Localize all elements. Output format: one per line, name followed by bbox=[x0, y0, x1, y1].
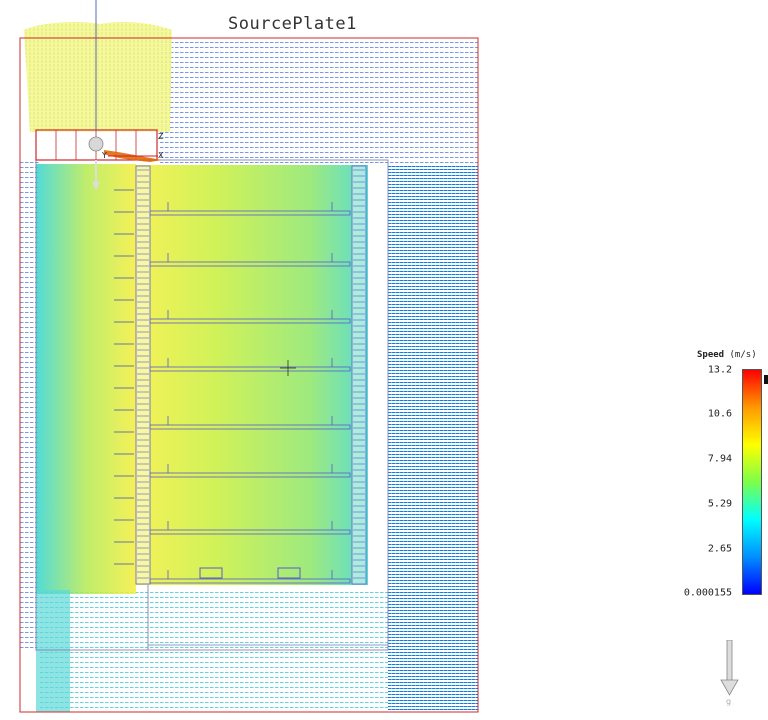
left-column-flow bbox=[36, 164, 136, 594]
svg-text:Z: Z bbox=[158, 132, 164, 141]
legend-quantity: Speed bbox=[697, 350, 725, 360]
upper-vector-field bbox=[160, 38, 478, 164]
grille-column bbox=[135, 165, 151, 585]
legend-tick-label: 2.65 bbox=[707, 543, 732, 555]
plate-title: SourcePlate1 bbox=[228, 14, 357, 34]
legend-range-marker[interactable] bbox=[764, 375, 768, 384]
fan-hub-icon bbox=[88, 136, 104, 152]
svg-text:X: X bbox=[158, 151, 164, 160]
bottom-exit-flow bbox=[36, 590, 70, 712]
legend-title: Speed (m/s) bbox=[697, 350, 757, 360]
left-edge-vector-field bbox=[20, 160, 40, 650]
gravity-label: g bbox=[726, 697, 732, 706]
grille-column bbox=[351, 165, 367, 585]
legend-tick-label: 13.2 bbox=[707, 364, 732, 376]
gravity-arrow-icon bbox=[720, 640, 739, 696]
svg-text:Y: Y bbox=[101, 151, 107, 160]
legend-tick-label: 0.000155 bbox=[683, 587, 732, 599]
legend-tick-label: 7.94 bbox=[707, 453, 732, 465]
component-b bbox=[277, 567, 301, 579]
lower-vector-field bbox=[40, 590, 388, 712]
component-a bbox=[199, 567, 223, 579]
cabinet-outline bbox=[19, 37, 479, 713]
legend-tick-label: 10.6 bbox=[707, 408, 732, 420]
grille-group bbox=[114, 165, 367, 585]
legend-color-bar[interactable] bbox=[742, 369, 762, 595]
inlet-plume bbox=[24, 22, 172, 132]
rack-flow bbox=[136, 165, 368, 585]
crosshair-cursor-icon bbox=[280, 360, 296, 376]
axis-triad-icon: Y Z X bbox=[101, 132, 164, 160]
right-vector-field bbox=[388, 164, 478, 712]
enclosure-outline bbox=[35, 159, 389, 651]
legend-units: (m/s) bbox=[729, 350, 757, 360]
legend-tick-label: 5.29 bbox=[707, 498, 732, 510]
